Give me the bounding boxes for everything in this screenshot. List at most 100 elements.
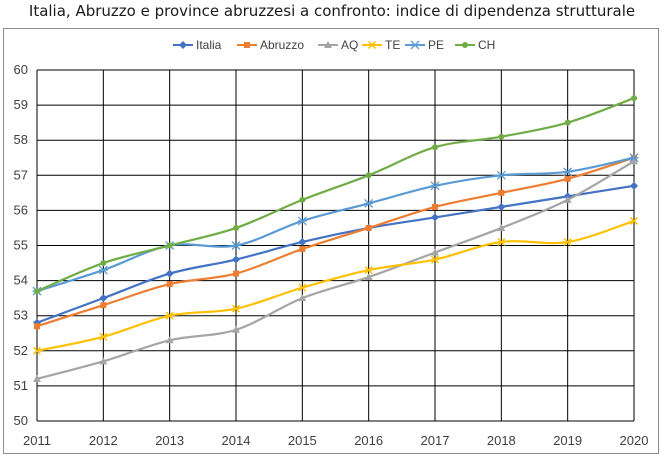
gridlines bbox=[36, 69, 635, 422]
x-tick-label: 2014 bbox=[222, 433, 251, 448]
data-point-abruzzo bbox=[233, 270, 239, 277]
legend-swatch-marker bbox=[324, 41, 332, 48]
legend-label: TE bbox=[385, 38, 400, 52]
data-point-aq bbox=[99, 357, 108, 365]
data-point-ch bbox=[299, 196, 306, 203]
legend-label: CH bbox=[478, 38, 495, 52]
data-point-aq bbox=[563, 195, 572, 203]
x-tick-label: 2017 bbox=[421, 433, 450, 448]
data-point-ch bbox=[498, 133, 505, 140]
data-point-ch bbox=[233, 224, 239, 231]
series-line-ch bbox=[36, 97, 635, 293]
data-point-italia bbox=[298, 237, 307, 246]
series-line-pe bbox=[36, 156, 635, 293]
data-point-italia bbox=[165, 269, 174, 278]
data-point-ch bbox=[631, 95, 637, 102]
x-tick-label: 2013 bbox=[155, 433, 184, 448]
data-point-italia bbox=[232, 255, 240, 264]
data-point-te bbox=[298, 283, 307, 292]
series-aq bbox=[33, 157, 638, 382]
y-tick-label: 56 bbox=[14, 202, 28, 217]
y-tick-label: 53 bbox=[14, 308, 28, 323]
data-point-te bbox=[497, 237, 506, 247]
chart-title: Italia, Abruzzo e province abruzzesi a c… bbox=[28, 2, 636, 20]
data-point-aq bbox=[232, 325, 240, 333]
data-point-ch bbox=[432, 144, 438, 151]
data-point-pe bbox=[563, 167, 573, 177]
series-te bbox=[32, 216, 639, 355]
data-point-italia bbox=[431, 213, 439, 222]
series-italia bbox=[33, 181, 638, 327]
data-point-te bbox=[563, 237, 572, 247]
series-line-italia bbox=[36, 184, 635, 324]
y-tick-label: 54 bbox=[14, 273, 28, 288]
legend-swatch-marker bbox=[244, 42, 250, 48]
legend-item-te: TE bbox=[362, 38, 400, 52]
legend-item-pe: PE bbox=[405, 38, 444, 52]
x-tick-label: 2020 bbox=[620, 433, 649, 448]
legend-label: Italia bbox=[196, 38, 222, 52]
data-point-aq bbox=[431, 248, 439, 256]
legend-swatch-marker bbox=[462, 42, 468, 48]
data-point-pe bbox=[297, 216, 307, 226]
y-tick-label: 59 bbox=[14, 97, 28, 112]
x-tick-label: 2019 bbox=[553, 433, 582, 448]
data-point-abruzzo bbox=[432, 203, 438, 210]
data-point-abruzzo bbox=[100, 302, 107, 309]
data-point-pe bbox=[231, 241, 241, 250]
legend-swatch-marker bbox=[367, 40, 377, 50]
data-point-abruzzo bbox=[166, 281, 173, 288]
data-point-te bbox=[32, 346, 42, 355]
data-point-aq bbox=[364, 273, 373, 281]
legend-swatch-marker bbox=[410, 40, 420, 50]
y-tick-label: 52 bbox=[14, 343, 28, 358]
series-line-te bbox=[36, 219, 635, 352]
data-point-italia bbox=[99, 294, 108, 303]
data-point-pe bbox=[98, 265, 108, 275]
y-tick-label: 51 bbox=[14, 378, 28, 393]
x-tick-label: 2015 bbox=[288, 433, 317, 448]
data-point-aq bbox=[298, 294, 307, 302]
data-point-ch bbox=[564, 119, 571, 126]
y-tick-label: 50 bbox=[14, 413, 28, 428]
x-tick-label: 2016 bbox=[354, 433, 383, 448]
data-point-aq bbox=[165, 336, 174, 344]
data-point-italia bbox=[630, 181, 638, 190]
data-point-aq bbox=[497, 223, 506, 231]
x-tick-label: 2012 bbox=[89, 433, 118, 448]
data-point-ch bbox=[34, 288, 40, 295]
data-point-abruzzo bbox=[299, 246, 306, 253]
y-tick-label: 58 bbox=[14, 132, 28, 147]
data-point-ch bbox=[365, 172, 372, 179]
legend-label: AQ bbox=[341, 38, 358, 52]
series-ch bbox=[34, 95, 637, 295]
x-tick-label: 2018 bbox=[487, 433, 516, 448]
legend-item-italia: Italia bbox=[173, 38, 222, 52]
data-point-te bbox=[165, 311, 174, 320]
data-point-italia bbox=[497, 202, 506, 211]
data-point-pe bbox=[364, 198, 374, 208]
data-point-te bbox=[99, 332, 108, 341]
chart-area-border bbox=[3, 28, 659, 454]
legend-label: Abruzzo bbox=[260, 38, 304, 52]
legend-swatch-marker bbox=[179, 41, 187, 49]
series-lines bbox=[32, 95, 639, 382]
data-point-pe bbox=[496, 170, 506, 180]
data-point-te bbox=[364, 266, 373, 275]
data-point-te bbox=[430, 255, 440, 264]
legend-item-ch: CH bbox=[455, 38, 495, 52]
data-point-pe bbox=[629, 153, 639, 163]
series-pe bbox=[32, 153, 639, 296]
data-point-aq bbox=[33, 374, 41, 382]
axes: 50 51 52 53 54 55 56 57 58 59 60 2011 2012 2013 2014 20… bbox=[14, 62, 649, 448]
data-point-ch bbox=[100, 260, 107, 267]
data-point-abruzzo bbox=[564, 175, 571, 182]
data-point-abruzzo bbox=[34, 323, 40, 330]
data-point-abruzzo bbox=[365, 224, 372, 231]
y-tick-label: 57 bbox=[14, 167, 28, 182]
data-point-abruzzo bbox=[498, 189, 505, 196]
legend-item-aq: AQ bbox=[318, 38, 358, 52]
series-line-abruzzo bbox=[36, 156, 635, 328]
